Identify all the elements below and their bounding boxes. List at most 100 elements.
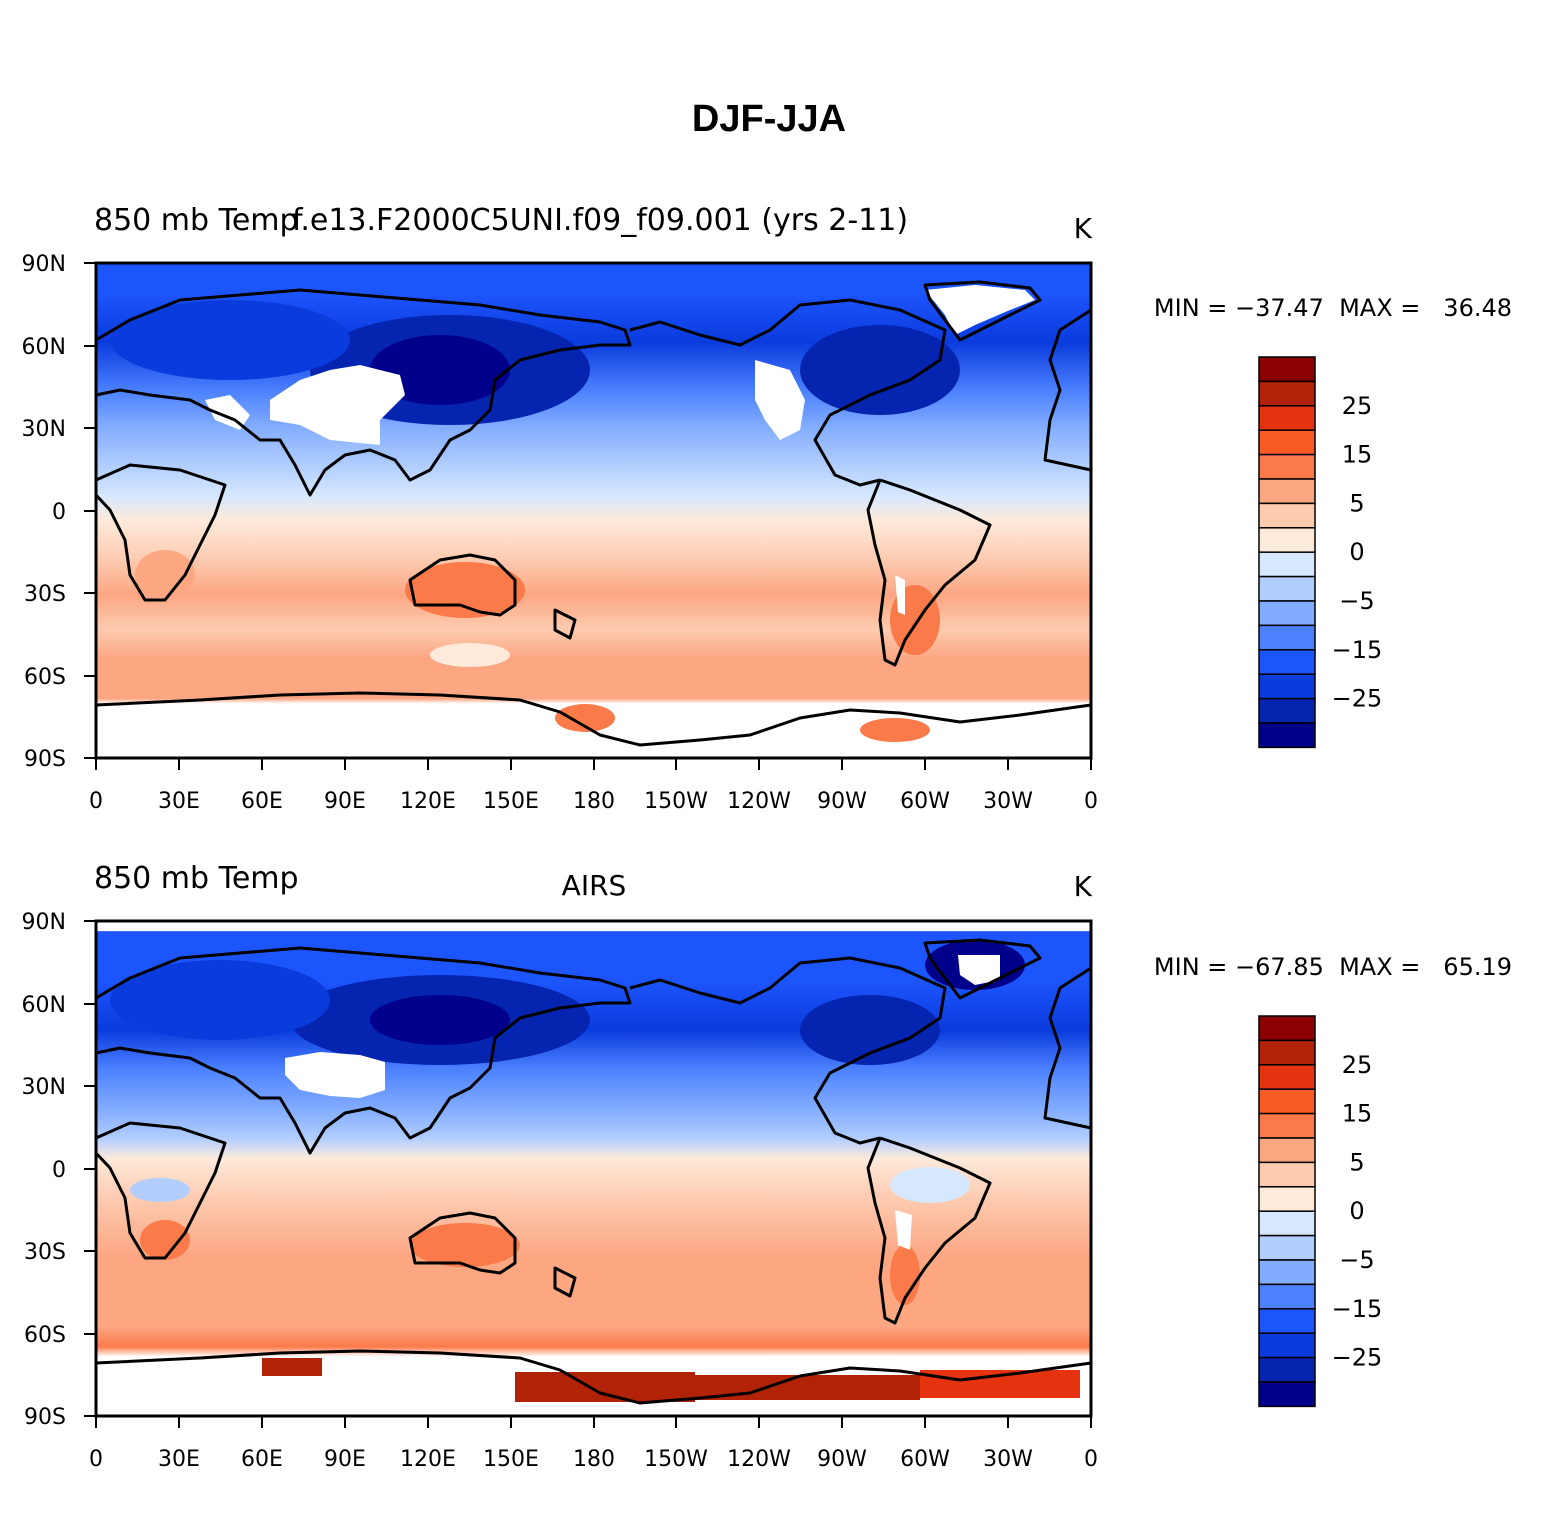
colorbar-label: 5 bbox=[1349, 1148, 1364, 1176]
panel-2-min-max: MIN = −67.85 MAX = 65.19 bbox=[1154, 953, 1512, 981]
x-tick-label: 0 bbox=[89, 1447, 103, 1472]
colorbar-swatch bbox=[1258, 1381, 1316, 1408]
colorbar-swatch bbox=[1258, 551, 1316, 578]
y-tick-label: 90N bbox=[22, 910, 66, 935]
panel-2-units: K bbox=[1074, 870, 1093, 903]
x-tick-label: 150W bbox=[644, 789, 708, 814]
y-tick-label: 90S bbox=[24, 1405, 66, 1430]
panel-2-asia-coldest bbox=[370, 995, 510, 1045]
colorbar-swatch bbox=[1258, 478, 1316, 505]
panel-1-asia-coldest bbox=[370, 335, 510, 405]
panel-2-australia-warm bbox=[410, 1223, 520, 1267]
y-tick-label: 30S bbox=[24, 1240, 66, 1265]
colorbar-swatch bbox=[1258, 1210, 1316, 1237]
x-tick-label: 180 bbox=[573, 789, 615, 814]
panel-2-antarctic-band-indian bbox=[262, 1358, 322, 1376]
y-tick-label: 0 bbox=[52, 500, 66, 525]
panel-1-safrica-warm bbox=[135, 550, 195, 600]
colorbar-label: 0 bbox=[1349, 538, 1364, 566]
panel-1-namerica-cold-core bbox=[800, 325, 960, 415]
panel-2-namerica-cold-core bbox=[800, 995, 940, 1065]
x-tick-label: 150E bbox=[483, 1447, 539, 1472]
y-tick-label: 60N bbox=[22, 335, 66, 360]
x-tick-label: 150E bbox=[483, 789, 539, 814]
x-tick-label: 30W bbox=[983, 1447, 1033, 1472]
panel-1-greenland-missing bbox=[925, 285, 1035, 335]
panel-2-center-label: AIRS bbox=[562, 869, 627, 902]
colorbar-swatch bbox=[1258, 600, 1316, 627]
panel-2-europe-cold bbox=[110, 960, 330, 1040]
colorbar-swatch bbox=[1258, 1308, 1316, 1334]
colorbar-swatch bbox=[1258, 1332, 1316, 1359]
y-tick-label: 90N bbox=[22, 252, 66, 277]
colorbar-swatch bbox=[1258, 1186, 1316, 1212]
x-tick-label: 30E bbox=[158, 1447, 200, 1472]
colorbar-swatch bbox=[1258, 624, 1316, 651]
colorbar-swatch bbox=[1258, 1161, 1316, 1188]
colorbar-swatch bbox=[1258, 429, 1316, 456]
panel-2-axes: 0 30E 60E 90E 120E 150E 180 150W 120W 90… bbox=[22, 910, 1098, 1472]
colorbar-swatch bbox=[1258, 722, 1316, 749]
x-tick-label: 180 bbox=[573, 1447, 615, 1472]
panel-2-amazon-cool bbox=[890, 1167, 970, 1203]
x-tick-label: 120W bbox=[727, 789, 791, 814]
panel-1-tibet-missing bbox=[270, 365, 405, 445]
panel-1-coastlines bbox=[94, 280, 1092, 747]
panel-1-x-tick-labels: 0 30E 60E 90E 120E 150E 180 150W 120W 90… bbox=[89, 789, 1098, 814]
colorbar-swatch bbox=[1258, 1088, 1316, 1115]
y-tick-label: 90S bbox=[24, 747, 66, 772]
panel-2-y-tick-labels: 90N 60N 30N 0 30S 60S 90S bbox=[22, 910, 66, 1430]
panel-1-rockies-missing bbox=[755, 360, 805, 440]
colorbar-swatch bbox=[1258, 405, 1316, 431]
panel-1-colorbar: 25 15 5 0 −5 −15 −25 bbox=[1258, 356, 1383, 749]
panel-2-samerica-warm bbox=[890, 1245, 920, 1305]
y-tick-label: 30N bbox=[22, 417, 66, 442]
x-tick-label: 60W bbox=[900, 789, 950, 814]
panel-2-andes-missing bbox=[895, 1210, 912, 1250]
colorbar-swatch bbox=[1258, 649, 1316, 675]
x-tick-label: 90W bbox=[817, 1447, 867, 1472]
colorbar-label: 0 bbox=[1349, 1197, 1364, 1225]
colorbar-label: −25 bbox=[1332, 1344, 1383, 1372]
colorbar-swatch bbox=[1258, 356, 1316, 383]
panel-1-units: K bbox=[1074, 212, 1093, 245]
panel-2-left-label: 850 mb Temp bbox=[94, 861, 299, 896]
panel-1-center-label: f.e13.F2000C5UNI.f09_f09.001 (yrs 2-11) bbox=[292, 203, 908, 238]
y-tick-label: 60S bbox=[24, 1323, 66, 1348]
colorbar-swatch bbox=[1258, 1259, 1316, 1286]
colorbar-swatch bbox=[1258, 1234, 1316, 1261]
colorbar-label: −25 bbox=[1332, 685, 1383, 713]
y-tick-label: 0 bbox=[52, 1158, 66, 1183]
panel-2-y-ticks bbox=[84, 920, 96, 1417]
panel-1-antarctic-warm-weddell bbox=[860, 718, 930, 742]
colorbar-swatch bbox=[1258, 1356, 1316, 1383]
panel-2: 850 mb Temp AIRS K bbox=[22, 861, 1512, 1472]
panel-2-colorbar: 25 15 5 0 −5 −15 −25 bbox=[1258, 1015, 1383, 1408]
panel-2-map bbox=[94, 921, 1092, 1416]
panel-2-tibet-missing bbox=[285, 1052, 385, 1098]
colorbar-label: 25 bbox=[1342, 392, 1373, 420]
colorbar-label: 25 bbox=[1342, 1051, 1373, 1079]
panel-2-antarctic-band-ross bbox=[515, 1372, 695, 1402]
x-tick-label: 90W bbox=[817, 789, 867, 814]
panel-1-antarctic-warm-ross bbox=[555, 704, 615, 732]
panel-1-southern-ocean-light bbox=[430, 643, 510, 667]
figure-title: DJF-JJA bbox=[692, 98, 846, 140]
y-tick-label: 30S bbox=[24, 582, 66, 607]
x-tick-label: 90E bbox=[324, 789, 366, 814]
colorbar-swatch bbox=[1258, 1015, 1316, 1042]
colorbar-label: −15 bbox=[1332, 636, 1383, 664]
panel-1-min-max: MIN = −37.47 MAX = 36.48 bbox=[1154, 294, 1512, 322]
y-tick-label: 60S bbox=[24, 665, 66, 690]
panel-2-x-tick-labels: 0 30E 60E 90E 120E 150E 180 150W 120W 90… bbox=[89, 1447, 1098, 1472]
x-tick-label: 30W bbox=[983, 789, 1033, 814]
colorbar-label: 5 bbox=[1349, 489, 1364, 517]
x-tick-label: 120E bbox=[400, 1447, 456, 1472]
panel-1-y-tick-labels: 90N 60N 30N 0 30S 60S 90S bbox=[22, 252, 66, 772]
colorbar-label: 15 bbox=[1342, 441, 1373, 469]
panel-1-x-ticks bbox=[95, 758, 1092, 770]
x-tick-label: 0 bbox=[1084, 789, 1098, 814]
colorbar-label: −5 bbox=[1339, 587, 1374, 615]
panel-2-x-ticks bbox=[95, 1416, 1092, 1428]
